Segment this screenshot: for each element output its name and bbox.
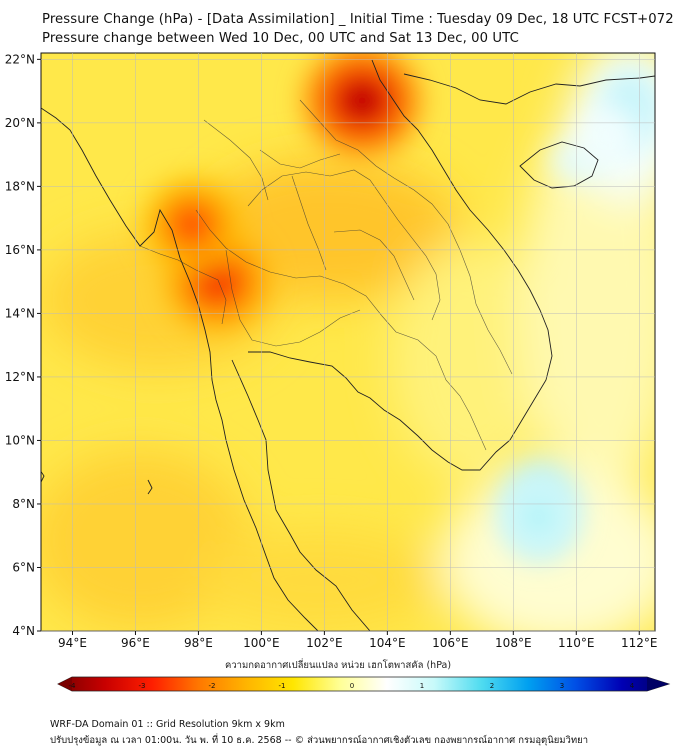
colorbar-bar xyxy=(57,676,671,692)
coastlines xyxy=(41,59,655,631)
lon-tick-label: 104°E xyxy=(369,636,406,650)
lat-tick-label: 6°N xyxy=(12,560,35,574)
colorbar-tick-label: -1 xyxy=(279,682,286,690)
colorbar-extend-max xyxy=(647,677,669,691)
colorbar-tick-label: 3 xyxy=(560,682,564,690)
field-center-min-south-china-sea xyxy=(526,505,551,528)
colorbar-tick-label: 4 xyxy=(630,682,635,690)
lon-tick-label: 94°E xyxy=(58,636,87,650)
colorbar-title: ความกดอากาศเปลี่ยนแปลง หน่วย เฮกโตพาสคัล… xyxy=(224,660,452,671)
lat-tick-label: 10°N xyxy=(5,433,35,447)
axis-ticks: 94°E 96°E 98°E 100°E 102°E 104°E 106°E 108°E 110… xyxy=(5,52,658,650)
lat-tick-label: 16°N xyxy=(5,243,35,257)
lon-tick-label: 96°E xyxy=(121,636,150,650)
lat-tick-label: 4°N xyxy=(12,624,35,638)
colorbar-extend-min xyxy=(58,677,72,691)
lat-tick-label: 8°N xyxy=(12,497,35,511)
footer-model-info: WRF-DA Domain 01 :: Grid Resolution 9km … xyxy=(50,719,285,730)
footer-update-info: ปรับปรุงข้อมูล ณ เวลา 01:00น. วัน พ. ที่… xyxy=(50,735,589,746)
admin-boundaries xyxy=(139,99,513,451)
field-center-min-hainan xyxy=(597,126,619,145)
lon-tick-label: 108°E xyxy=(495,636,532,650)
field-center-max-western-thailand xyxy=(199,265,236,299)
colorbar-tick-label: -4 xyxy=(69,682,77,690)
colorbar-tick-label: 2 xyxy=(490,682,494,690)
colorbar-tick-label: -2 xyxy=(209,682,216,690)
lon-tick-label: 110°E xyxy=(558,636,595,650)
colorbar-tick-label: 0 xyxy=(350,682,354,690)
colorbar-tick-label: -3 xyxy=(139,682,146,690)
colorbar-tick-label: 1 xyxy=(420,682,424,690)
lat-tick-label: 22°N xyxy=(5,52,35,66)
field-center-max-tenasserim xyxy=(174,209,210,240)
chart-title: Pressure Change (hPa) - [Data Assimilati… xyxy=(42,12,674,27)
lat-tick-label: 14°N xyxy=(5,306,35,320)
graticule xyxy=(41,53,655,632)
lat-tick-label: 18°N xyxy=(5,179,35,193)
lon-tick-label: 98°E xyxy=(184,636,213,650)
lon-tick-label: 100°E xyxy=(243,636,280,650)
lon-tick-label: 106°E xyxy=(432,636,469,650)
colorbar: -4 -3 -2 -1 0 1 2 3 4 xyxy=(57,676,671,692)
lon-tick-label: 112°E xyxy=(621,636,658,650)
chart-subtitle: Pressure change between Wed 10 Dec, 00 U… xyxy=(42,31,519,46)
lat-tick-label: 20°N xyxy=(5,116,35,130)
field-center-max-north-laos xyxy=(341,82,383,120)
lat-tick-label: 12°N xyxy=(5,370,35,384)
lon-tick-label: 102°E xyxy=(306,636,343,650)
